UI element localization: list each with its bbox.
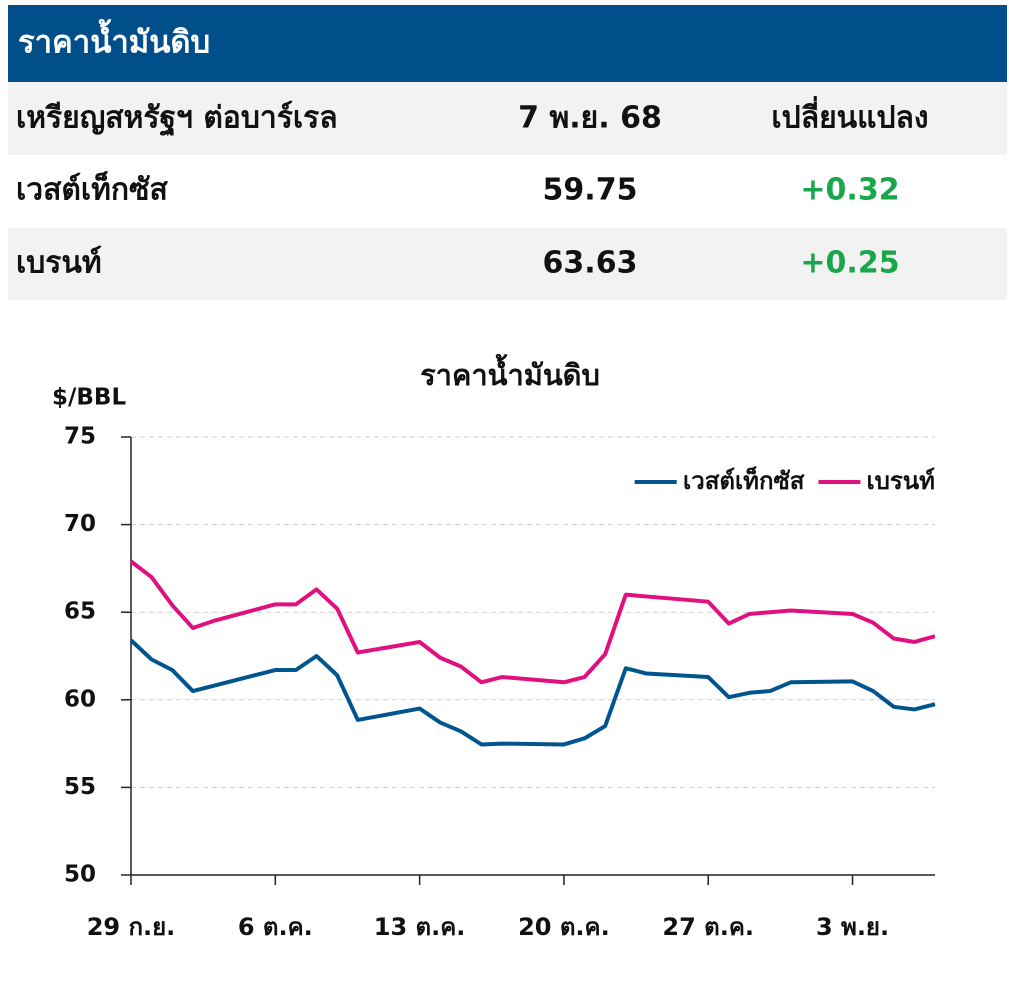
chart-title: ราคาน้ำมันดิบ bbox=[420, 353, 600, 392]
table-row-bg bbox=[8, 228, 1007, 300]
table-cell: +0.25 bbox=[800, 246, 899, 281]
y-tick-label: 75 bbox=[64, 424, 96, 450]
y-tick-label: 65 bbox=[64, 599, 96, 625]
y-tick-label: 55 bbox=[64, 774, 96, 800]
legend-label: เวสต์เท็กซัส bbox=[683, 466, 805, 495]
table-header-bg bbox=[8, 82, 1007, 155]
x-tick-label: 3 พ.ย. bbox=[816, 913, 889, 941]
series-line bbox=[129, 559, 936, 685]
table-cell: เวสต์เท็กซัส bbox=[16, 171, 168, 208]
x-tick-label: 27 ต.ค. bbox=[662, 913, 754, 941]
x-tick-label: 6 ต.ค. bbox=[238, 913, 313, 941]
table-header-cell: เหรียญสหรัฐฯ ต่อบาร์เรล bbox=[16, 101, 338, 138]
x-tick-label: 20 ต.ค. bbox=[518, 913, 610, 941]
header-title: ราคาน้ำมันดิบ bbox=[18, 19, 210, 61]
header-band bbox=[8, 5, 1007, 82]
table-header-cell: 7 พ.ย. 68 bbox=[518, 101, 662, 136]
table-cell: +0.32 bbox=[800, 173, 899, 208]
y-axis-label: $/BBL bbox=[52, 385, 126, 411]
x-tick-label: 29 ก.ย. bbox=[87, 913, 176, 941]
table-cell: 63.63 bbox=[543, 246, 638, 281]
y-tick-label: 50 bbox=[64, 862, 96, 888]
y-tick-label: 70 bbox=[64, 511, 96, 537]
table-cell: 59.75 bbox=[543, 173, 638, 208]
y-tick-label: 60 bbox=[64, 686, 96, 712]
x-tick-label: 13 ต.ค. bbox=[374, 913, 466, 941]
legend-label: เบรนท์ bbox=[866, 467, 935, 495]
table-header-cell: เปลี่ยนแปลง bbox=[771, 96, 928, 136]
series-line bbox=[129, 638, 936, 747]
table-cell: เบรนท์ bbox=[16, 246, 102, 281]
